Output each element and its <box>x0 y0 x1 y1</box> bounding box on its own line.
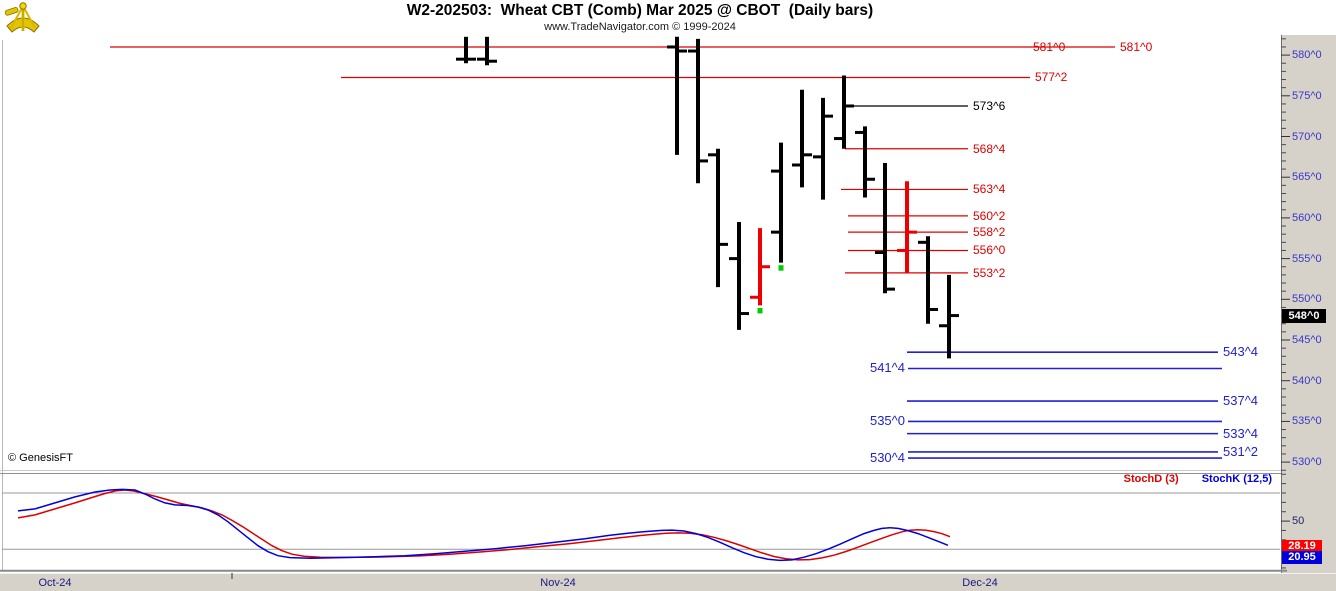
date-axis[interactable] <box>0 573 1336 591</box>
green-low-marker-icon <box>778 265 784 271</box>
date-axis-label: Nov-24 <box>540 577 576 589</box>
level-label: 533^4 <box>1223 425 1259 441</box>
date-axis-label: Dec-24 <box>962 577 998 589</box>
price-axis-label: 580^0 <box>1292 49 1322 62</box>
level-label: 531^2 <box>1223 443 1259 459</box>
genesisft-logo-icon <box>2 1 44 39</box>
stochd-legend-label: StochD (3) <box>1123 473 1179 485</box>
price-axis-label: 575^0 <box>1292 89 1322 102</box>
price-axis-label: 565^0 <box>1292 171 1322 184</box>
last-price-badge: 548^0 <box>1282 308 1326 323</box>
green-low-marker-icon <box>757 307 763 314</box>
copyright-label: © GenesisFT <box>8 452 73 464</box>
stochk-legend-label: StochK (12,5) <box>1201 473 1272 485</box>
level-label: 537^4 <box>1223 393 1259 409</box>
price-axis-label: 560^0 <box>1292 211 1322 224</box>
level-label: 563^4 <box>973 182 1006 197</box>
price-axis[interactable] <box>1281 35 1336 573</box>
price-axis-label: 550^0 <box>1292 293 1322 306</box>
price-axis-label: 555^0 <box>1292 252 1322 265</box>
price-axis-label: 530^0 <box>1292 456 1322 469</box>
stochd-curve <box>17 489 951 561</box>
chart-title: W2-202503: Wheat CBT (Comb) Mar 2025 @ C… <box>406 2 874 19</box>
level-label: 556^0 <box>973 243 1006 258</box>
stochk-curve <box>17 488 949 562</box>
level-label: 558^2 <box>973 225 1006 240</box>
price-axis-label: 545^0 <box>1292 334 1322 346</box>
level-label: 535^0 <box>869 413 905 429</box>
level-label: 581^0 <box>1120 39 1153 54</box>
indicator-legend: StochD (3) StochK (12,5) <box>1104 473 1272 485</box>
level-label: 573^6 <box>973 98 1006 113</box>
price-axis-label: 535^0 <box>1292 415 1322 428</box>
level-label: 581^0 <box>1033 39 1066 54</box>
indicator-axis-label: 50 <box>1292 515 1305 528</box>
level-label: 530^4 <box>869 450 905 466</box>
chart-subtitle: www.TradeNavigator.com © 1999-2024 <box>544 21 736 33</box>
level-label: 577^2 <box>1035 70 1068 85</box>
stochk-value-badge: 20.95 <box>1282 550 1322 564</box>
date-axis-label: Oct-24 <box>38 577 72 589</box>
level-label: 543^4 <box>1223 344 1259 360</box>
level-label: 541^4 <box>869 360 905 376</box>
level-label: 560^2 <box>973 208 1006 223</box>
level-label: 568^4 <box>973 141 1006 156</box>
level-label: 553^2 <box>973 265 1006 280</box>
price-axis-label: 570^0 <box>1292 130 1322 143</box>
price-axis-label: 540^0 <box>1292 374 1322 387</box>
stochd-value-badge: 28.19 <box>1282 539 1322 553</box>
